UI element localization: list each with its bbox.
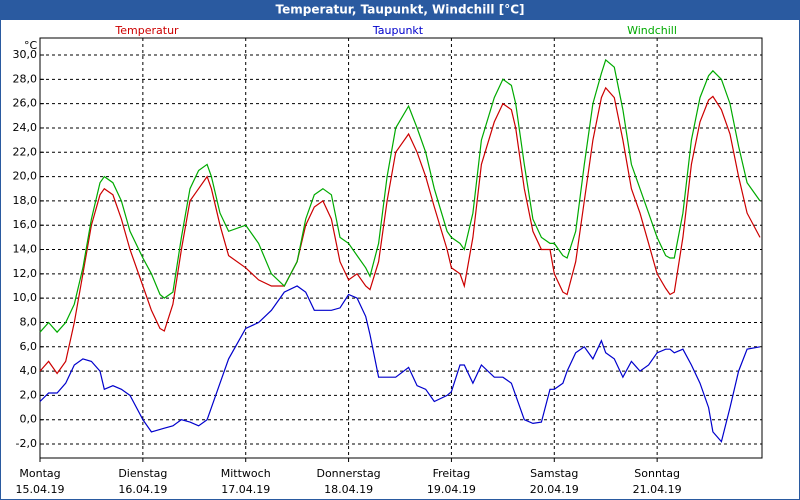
x-tick-label: Sonntag — [634, 467, 680, 480]
y-tick-label: 10,0 — [13, 291, 38, 304]
x-tick-label: Montag — [19, 467, 60, 480]
x-tick-label: Dienstag — [118, 467, 167, 480]
y-tick-label: 14,0 — [13, 243, 38, 256]
y-tick-label: 22,0 — [13, 145, 38, 158]
y-tick-label: 16,0 — [13, 218, 38, 231]
legend-entry: Temperatur — [114, 24, 179, 37]
x-tick-label: 18.04.19 — [324, 483, 373, 496]
title-bar — [0, 0, 800, 20]
y-unit: °C — [24, 39, 38, 52]
plot-frame — [39, 37, 763, 459]
series-line — [39, 285, 761, 443]
x-tick-label: 15.04.19 — [16, 483, 65, 496]
y-tick-label: 12,0 — [13, 267, 38, 280]
y-tick-label: 28,0 — [13, 72, 38, 85]
x-tick-label: Samstag — [530, 467, 578, 480]
y-tick-label: 6,0 — [20, 340, 38, 353]
y-tick-label: 18,0 — [13, 194, 38, 207]
y-tick-label: 20,0 — [13, 170, 38, 183]
y-tick-label: 2,0 — [20, 388, 38, 401]
chart-title: Temperatur, Taupunkt, Windchill [°C] — [276, 3, 525, 17]
y-tick-label: 26,0 — [13, 97, 38, 110]
y-tick-label: 8,0 — [20, 315, 38, 328]
x-tick-label: 16.04.19 — [118, 483, 167, 496]
x-tick-label: Freitag — [433, 467, 471, 480]
x-tick-label: 20.04.19 — [530, 483, 579, 496]
y-tick-label: 0,0 — [20, 413, 38, 426]
x-tick-label: 17.04.19 — [221, 483, 270, 496]
legend-entry: Windchill — [627, 24, 677, 37]
legend-entry: Taupunkt — [372, 24, 424, 37]
series-line — [39, 86, 761, 375]
x-tick-label: Donnerstag — [316, 467, 380, 480]
y-tick-label: 24,0 — [13, 121, 38, 134]
x-tick-label: 19.04.19 — [427, 483, 476, 496]
x-tick-label: 21.04.19 — [633, 483, 682, 496]
y-tick-label: -2,0 — [16, 437, 37, 450]
series-line — [39, 58, 761, 334]
y-tick-label: 30,0 — [13, 48, 38, 61]
y-tick-label: 4,0 — [20, 364, 38, 377]
x-tick-label: Mittwoch — [221, 467, 271, 480]
